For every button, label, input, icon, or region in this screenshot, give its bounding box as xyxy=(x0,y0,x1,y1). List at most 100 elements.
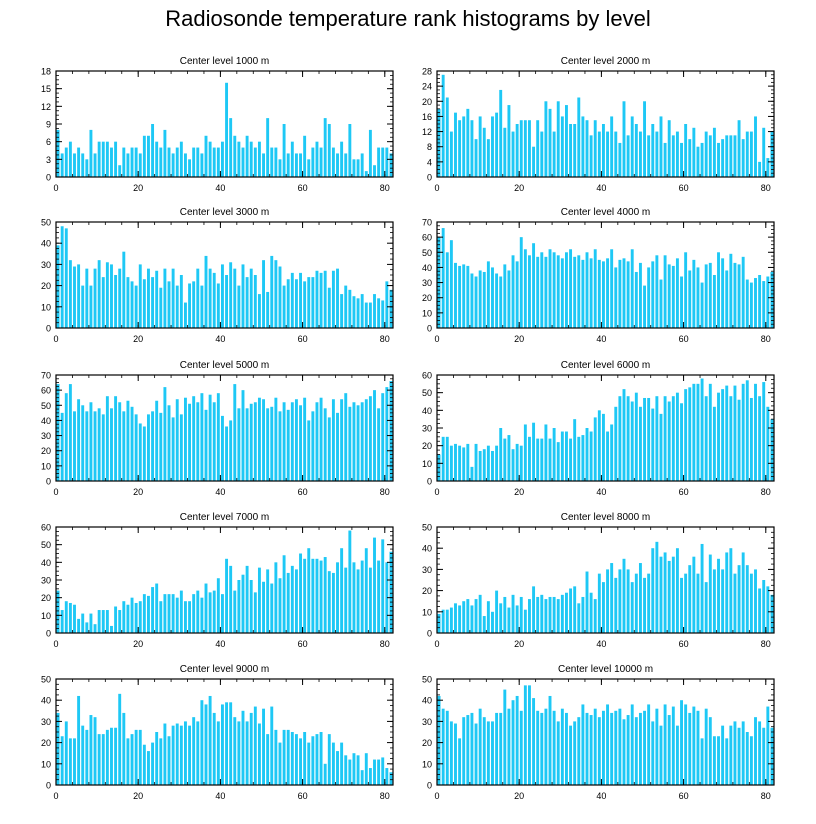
bar xyxy=(151,587,155,633)
x-tick-label: 0 xyxy=(53,334,58,344)
bar xyxy=(188,159,192,177)
bar xyxy=(208,592,212,633)
bar xyxy=(630,704,634,785)
bar xyxy=(532,586,536,633)
bar xyxy=(643,577,646,633)
y-tick-label: 30 xyxy=(422,565,432,575)
bar xyxy=(441,228,445,328)
bar xyxy=(745,131,749,177)
y-tick-label: 50 xyxy=(422,523,432,533)
bar xyxy=(299,153,302,177)
bar xyxy=(348,530,352,633)
bar xyxy=(462,116,466,177)
bar xyxy=(458,605,462,633)
bar xyxy=(167,147,171,177)
bar xyxy=(741,721,745,785)
bar xyxy=(97,260,101,328)
bar xyxy=(381,539,385,633)
bar xyxy=(712,569,716,633)
bar xyxy=(507,105,511,177)
bar xyxy=(122,147,126,177)
y-tick-label: 60 xyxy=(422,371,432,381)
bar xyxy=(688,139,692,177)
bar xyxy=(142,426,146,481)
bar xyxy=(478,594,482,633)
bar xyxy=(470,120,474,177)
bar xyxy=(249,268,253,328)
y-tick-label: 16 xyxy=(422,112,432,122)
bar xyxy=(171,594,175,633)
bar xyxy=(282,402,286,481)
bar xyxy=(286,409,290,481)
bar xyxy=(377,147,381,177)
bar xyxy=(754,116,757,177)
bar xyxy=(212,402,216,481)
bar xyxy=(114,396,118,481)
bar xyxy=(458,445,462,481)
bar xyxy=(573,419,577,481)
bar xyxy=(445,436,449,481)
bar xyxy=(634,573,638,633)
bar xyxy=(737,565,741,633)
x-tick-label: 40 xyxy=(596,334,606,344)
bar xyxy=(622,719,626,785)
bar xyxy=(299,553,302,633)
bar xyxy=(688,387,692,481)
y-tick-label: 12 xyxy=(422,127,432,137)
bar xyxy=(700,142,704,177)
bar xyxy=(655,708,659,785)
bar xyxy=(381,300,385,328)
bar xyxy=(253,706,257,785)
bar xyxy=(60,412,64,481)
x-tick-label: 20 xyxy=(133,639,143,649)
bar xyxy=(482,127,486,177)
panel-6: 0 20 40 60 80 0 10 20 30 40 50 60 Center level 6000 … xyxy=(422,360,775,497)
bar xyxy=(548,108,552,177)
bar xyxy=(138,729,142,785)
bar xyxy=(762,281,766,328)
bar xyxy=(237,721,241,785)
bar xyxy=(532,243,536,328)
bar xyxy=(368,302,372,328)
bar xyxy=(303,135,307,177)
bar xyxy=(196,590,200,633)
bar xyxy=(692,259,696,328)
bar xyxy=(692,127,696,177)
bar xyxy=(175,399,179,481)
bar xyxy=(478,708,482,785)
bar xyxy=(470,712,474,785)
bar xyxy=(356,755,360,785)
bar xyxy=(270,147,274,177)
bar xyxy=(680,276,683,328)
bar xyxy=(532,698,536,785)
bar xyxy=(630,582,634,633)
bar xyxy=(725,385,729,481)
bar xyxy=(89,285,93,328)
bar xyxy=(523,609,527,633)
bar xyxy=(495,112,499,177)
x-tick-label: 0 xyxy=(434,487,439,497)
panel-title: Center level 9000 m xyxy=(180,664,270,675)
bar xyxy=(77,264,81,328)
x-tick-label: 0 xyxy=(434,791,439,801)
bar xyxy=(344,755,348,785)
y-tick-label: 20 xyxy=(41,593,51,603)
bar xyxy=(97,610,101,633)
bar xyxy=(286,729,290,785)
bar xyxy=(85,729,89,785)
bar xyxy=(638,563,642,633)
bar xyxy=(499,428,503,481)
panel-title: Center level 8000 m xyxy=(561,512,651,523)
x-tick-label: 80 xyxy=(761,183,771,193)
bar xyxy=(212,590,216,633)
bar xyxy=(684,704,688,785)
bar xyxy=(266,291,270,328)
bar xyxy=(667,264,671,328)
bar xyxy=(573,721,577,785)
bar xyxy=(101,734,105,785)
bar xyxy=(675,131,679,177)
bar xyxy=(577,717,581,785)
bar xyxy=(262,708,265,785)
bar xyxy=(758,161,762,177)
x-tick-label: 40 xyxy=(215,487,225,497)
